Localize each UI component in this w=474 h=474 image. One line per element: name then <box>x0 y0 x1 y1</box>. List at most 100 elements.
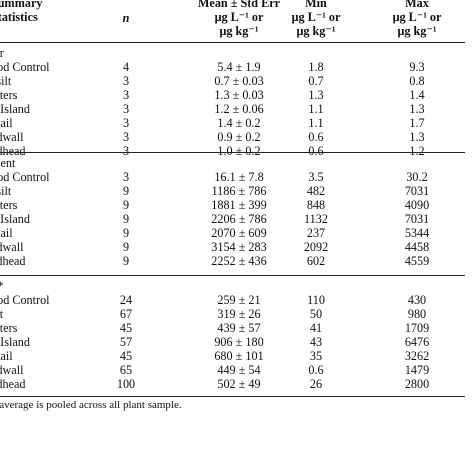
row-n: 100 <box>116 377 136 391</box>
row-n: 9 <box>122 240 130 254</box>
row-max: 1709 <box>404 321 430 335</box>
row-n: 3 <box>122 144 130 158</box>
row-n: 3 <box>122 116 130 130</box>
row-min: 43 <box>309 335 323 349</box>
row-label: elters <box>0 321 18 335</box>
row-mean: 0.7 ± 0.03 <box>214 74 264 88</box>
row-min: 482 <box>306 184 326 198</box>
header-min: Min μg L⁻¹ or μg kg⁻¹ <box>291 0 341 38</box>
row-max: 1.2 <box>409 144 425 158</box>
row-n: 3 <box>122 130 130 144</box>
row-n: 57 <box>119 335 133 349</box>
row-label: adwall <box>0 363 24 377</box>
row-label: ntail <box>0 349 13 363</box>
row-min: 110 <box>307 293 325 307</box>
row-label: g Island <box>0 212 30 226</box>
row-n: 3 <box>122 170 130 184</box>
row-min: 848 <box>306 198 326 212</box>
row-min: 35 <box>309 349 323 363</box>
header-n: n <box>122 11 130 25</box>
row-label: adwall <box>0 240 24 254</box>
row-mean: 0.9 ± 0.2 <box>217 130 261 144</box>
row-mean: 502 ± 49 <box>217 377 261 391</box>
row-min: 3.5 <box>308 170 324 184</box>
row-max: 5344 <box>404 226 430 240</box>
row-min: 50 <box>309 307 323 321</box>
header-mean: Mean ± Std Err μg L⁻¹ or μg kg⁻¹ <box>197 0 281 38</box>
row-mean: 2252 ± 436 <box>211 254 267 268</box>
row-label: edhead <box>0 144 26 158</box>
row-min: 2092 <box>303 240 329 254</box>
header-rule <box>0 42 465 43</box>
section-title: t * <box>0 279 4 293</box>
row-min: 26 <box>309 377 323 391</box>
row-min: 1.1 <box>308 116 324 130</box>
row-label: ood Control <box>0 170 50 184</box>
row-mean: 906 ± 180 <box>214 335 264 349</box>
row-label: ood Control <box>0 60 50 74</box>
row-max: 9.3 <box>409 60 425 74</box>
row-label: ntail <box>0 226 13 240</box>
row-n: 3 <box>122 88 130 102</box>
row-min: 0.7 <box>308 74 324 88</box>
header-summary: Summary Statistics <box>0 0 43 24</box>
row-mean: 449 ± 54 <box>217 363 261 377</box>
row-label: g Island <box>0 335 30 349</box>
row-max: 2800 <box>404 377 430 391</box>
row-n: 4 <box>122 60 130 74</box>
row-n: 9 <box>122 226 130 240</box>
row-min: 237 <box>306 226 326 240</box>
row-mean: 1.3 ± 0.03 <box>214 88 264 102</box>
row-label: elt <box>0 307 4 321</box>
header-max: Max μg L⁻¹ or μg kg⁻¹ <box>392 0 442 38</box>
row-max: 30.2 <box>406 170 428 184</box>
footnote: * average is pooled across all plant sam… <box>0 399 182 411</box>
row-label: elters <box>0 88 18 102</box>
row-mean: 2206 ± 786 <box>211 212 267 226</box>
row-mean: 259 ± 21 <box>217 293 261 307</box>
row-max: 1479 <box>404 363 430 377</box>
section-title: ment <box>0 156 16 170</box>
row-mean: 1.4 ± 0.2 <box>217 116 261 130</box>
row-min: 1132 <box>304 212 328 226</box>
row-n: 9 <box>122 254 130 268</box>
row-max: 7031 <box>404 212 430 226</box>
row-max: 1.3 <box>409 102 425 116</box>
row-n: 24 <box>119 293 133 307</box>
section-title: ter <box>0 46 4 60</box>
row-label: esilt <box>0 74 12 88</box>
row-n: 9 <box>122 184 130 198</box>
row-n: 45 <box>119 321 133 335</box>
row-label: ntail <box>0 116 13 130</box>
row-n: 45 <box>119 349 133 363</box>
row-label: elters <box>0 198 18 212</box>
row-n: 3 <box>122 74 130 88</box>
row-mean: 1881 ± 399 <box>211 198 267 212</box>
row-label: g Island <box>0 102 30 116</box>
row-max: 6476 <box>404 335 430 349</box>
row-n: 9 <box>122 212 130 226</box>
row-mean: 319 ± 26 <box>217 307 261 321</box>
row-label: edhead <box>0 254 26 268</box>
row-min: 1.8 <box>308 60 324 74</box>
row-max: 1.7 <box>409 116 425 130</box>
row-min: 0.6 <box>308 363 324 377</box>
row-mean: 3154 ± 283 <box>211 240 267 254</box>
row-min: 602 <box>306 254 326 268</box>
row-max: 1.4 <box>409 88 425 102</box>
row-mean: 439 ± 57 <box>217 321 261 335</box>
row-label: ood Control <box>0 293 50 307</box>
row-mean: 16.1 ± 7.8 <box>214 170 264 184</box>
row-max: 4090 <box>404 198 430 212</box>
row-min: 1.3 <box>308 88 324 102</box>
row-max: 4458 <box>404 240 430 254</box>
section-rule <box>0 152 465 153</box>
row-max: 1.3 <box>409 130 425 144</box>
row-n: 67 <box>119 307 133 321</box>
row-mean: 1186 ± 786 <box>211 184 267 198</box>
row-mean: 5.4 ± 1.9 <box>217 60 261 74</box>
row-max: 4559 <box>404 254 430 268</box>
table-bottom-rule <box>0 396 465 397</box>
section-rule <box>0 275 465 276</box>
row-min: 1.1 <box>308 102 324 116</box>
